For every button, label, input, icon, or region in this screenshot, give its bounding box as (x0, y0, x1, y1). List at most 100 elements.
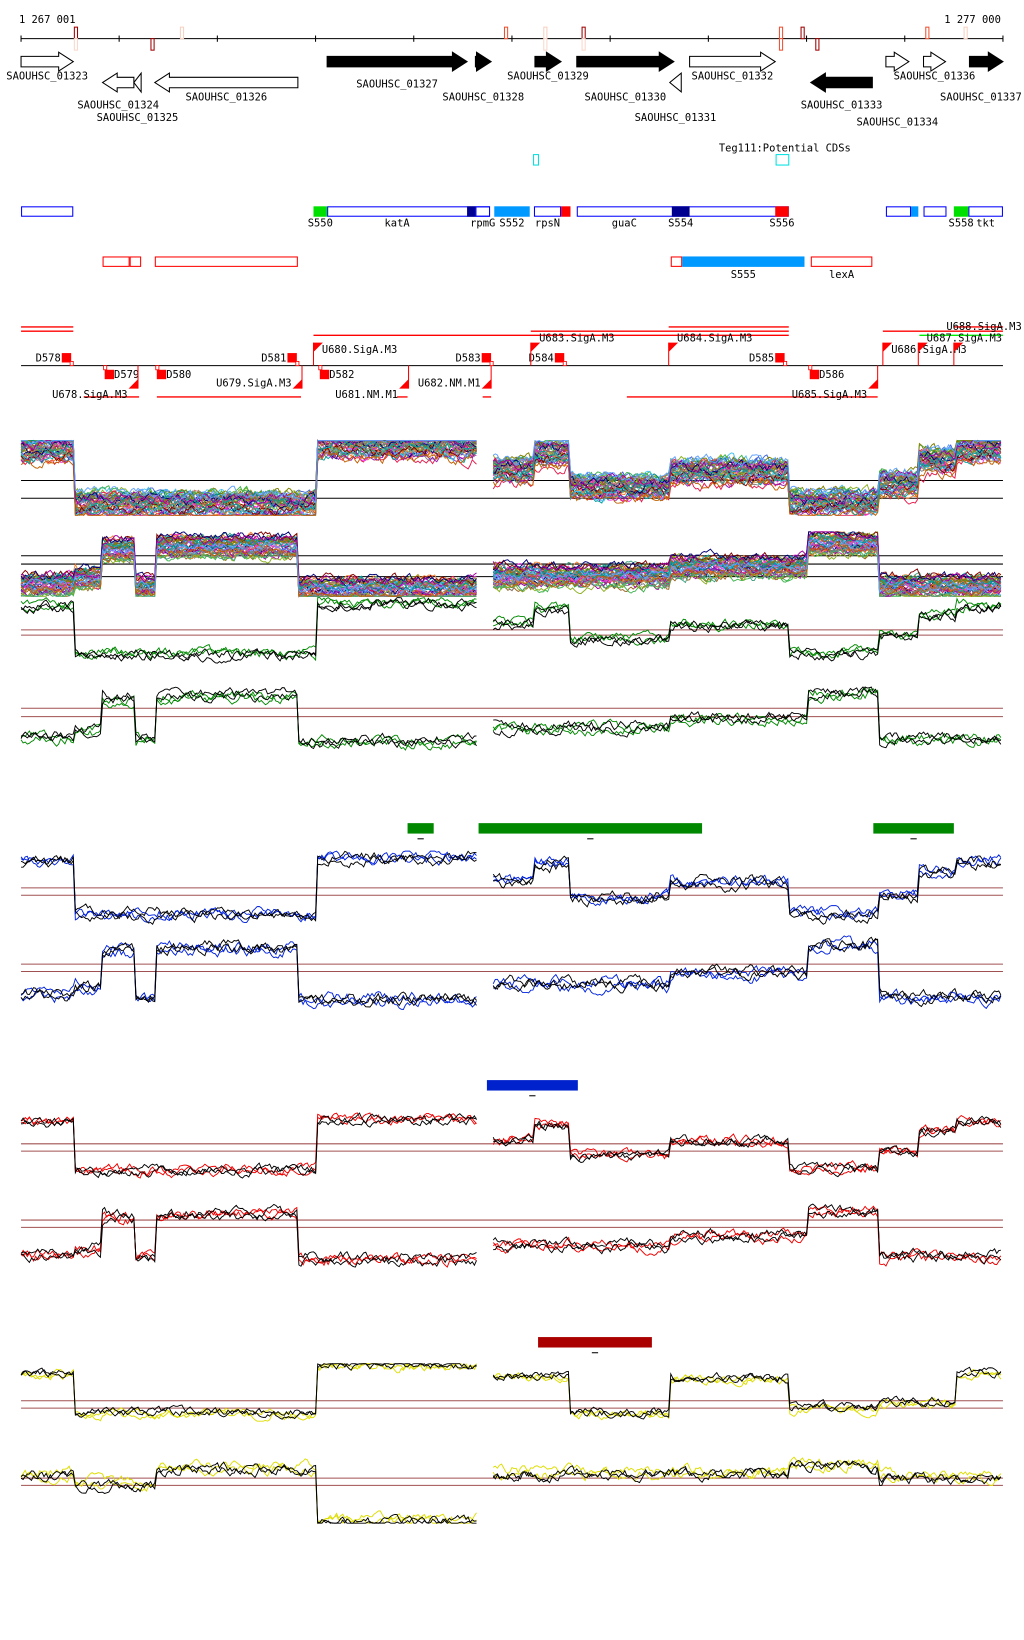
variant-mark (150, 38, 155, 51)
gene-arrow (534, 51, 563, 72)
terminator-label: D582 (329, 369, 354, 381)
promoter-label: U685.SigA.M3 (792, 389, 867, 401)
signal-line (20, 689, 1002, 751)
signal-line (21, 439, 1001, 504)
terminator-label: D581 (261, 352, 286, 364)
signal-line (20, 537, 1002, 595)
expression-tracks (20, 439, 1003, 1525)
variant-mark (581, 38, 586, 51)
gene-label: SAOUHSC_01326 (185, 91, 267, 103)
feature-segment (533, 206, 562, 217)
terminator-mark (775, 353, 785, 363)
gene-label: SAOUHSC_01330 (584, 91, 666, 103)
variant-mark (503, 26, 509, 40)
signal-line (20, 1460, 1002, 1524)
promoter-label: U684.SigA.M3 (677, 333, 752, 345)
terminator-label: D584 (529, 352, 554, 364)
expression-track (20, 686, 1003, 751)
feature-label: rpsN (535, 218, 560, 230)
feature-segment (671, 206, 690, 217)
signal-line (21, 532, 1002, 591)
gene-label: SAOUHSC_01331 (635, 112, 717, 124)
promoter-flag (868, 379, 878, 389)
terminator-mark (104, 369, 115, 380)
feature-segment (102, 256, 130, 267)
signal-line (20, 1208, 1002, 1268)
expression-track (20, 596, 1003, 664)
feature-segment (682, 256, 805, 267)
gene-arrow (576, 51, 675, 72)
expression-track (20, 850, 1003, 926)
signal-line (20, 1362, 1002, 1420)
gene-label: SAOUHSC_01324 (77, 100, 159, 112)
terminator-mark (481, 353, 492, 363)
variant-mark (778, 38, 784, 51)
scale-start-label: 1 267 001 (19, 14, 76, 26)
feature-segment (154, 256, 298, 267)
signal-line (20, 935, 1002, 1006)
signal-line (20, 449, 1002, 516)
terminator-stem (562, 361, 567, 367)
variant-mark (581, 26, 586, 40)
promoter-label: U678.SigA.M3 (52, 389, 127, 401)
variant-mark (543, 38, 548, 51)
region-bar (873, 823, 954, 834)
terminator-mark (809, 369, 820, 380)
feature-label: S550 (308, 218, 333, 230)
variant-mark (963, 26, 968, 40)
gene-label: SAOUHSC_01325 (97, 112, 179, 124)
signal-line (20, 1203, 1001, 1264)
signal-line (20, 850, 1002, 920)
feature-segment (475, 206, 491, 217)
gene-label: SAOUHSC_01333 (801, 100, 883, 112)
gene-arrow (689, 51, 777, 72)
signal-line (20, 1208, 1002, 1268)
terminator-stem (489, 361, 494, 367)
gene-arrow (133, 71, 142, 94)
signal-line (20, 687, 1002, 748)
terminator-label: D583 (456, 352, 481, 364)
gene-arrow (668, 72, 682, 94)
feature-segment (313, 206, 328, 217)
promoter-flag (292, 379, 302, 389)
gene-label: SAOUHSC_01323 (6, 70, 88, 82)
scale-track: 1 267 001 1 277 000 (19, 14, 1004, 51)
signal-line (20, 936, 1002, 1008)
gene-label: SAOUHSC_01332 (692, 70, 774, 82)
expression-track (20, 531, 1003, 598)
scale-end-label: 1 277 000 (944, 14, 1001, 26)
gene-arrow (20, 51, 75, 72)
signal-line (20, 439, 1001, 510)
signal-line (20, 541, 1002, 598)
expression-track (20, 439, 1003, 517)
terminator-mark (61, 353, 72, 363)
variant-mark (925, 26, 930, 40)
feature-segment (21, 206, 74, 217)
feature-segment (911, 206, 919, 217)
feature-label: S558 (949, 218, 974, 230)
terminator-stem (155, 365, 160, 371)
terminator-stem (808, 365, 813, 371)
terminator-mark (156, 369, 167, 380)
feature-label: S554 (668, 218, 693, 230)
gene-label: SAOUHSC_01334 (857, 116, 939, 128)
promoter-flag (481, 379, 492, 389)
signal-line (20, 686, 1002, 750)
gene-arrow (326, 51, 469, 72)
transcription-unit-track: D578 D581 D583 D584 D585 D579 D580 D582 D586 U680… (21, 321, 1022, 401)
gene-arrow (101, 72, 135, 93)
terminator-label: D579 (114, 369, 139, 381)
promoter-label: U688.SigA.M3 (946, 321, 1021, 333)
signal-line (20, 1114, 1002, 1179)
terminator-label: D580 (166, 369, 191, 381)
gene-label: SAOUHSC_01337 (940, 91, 1022, 103)
feature-segment (467, 206, 476, 217)
terminator-stem (295, 361, 300, 367)
signal-line (20, 1112, 1002, 1179)
variant-mark (179, 26, 185, 40)
feature-label: S556 (769, 218, 794, 230)
signal-line (21, 1456, 1002, 1524)
gene-arrow (474, 51, 493, 72)
